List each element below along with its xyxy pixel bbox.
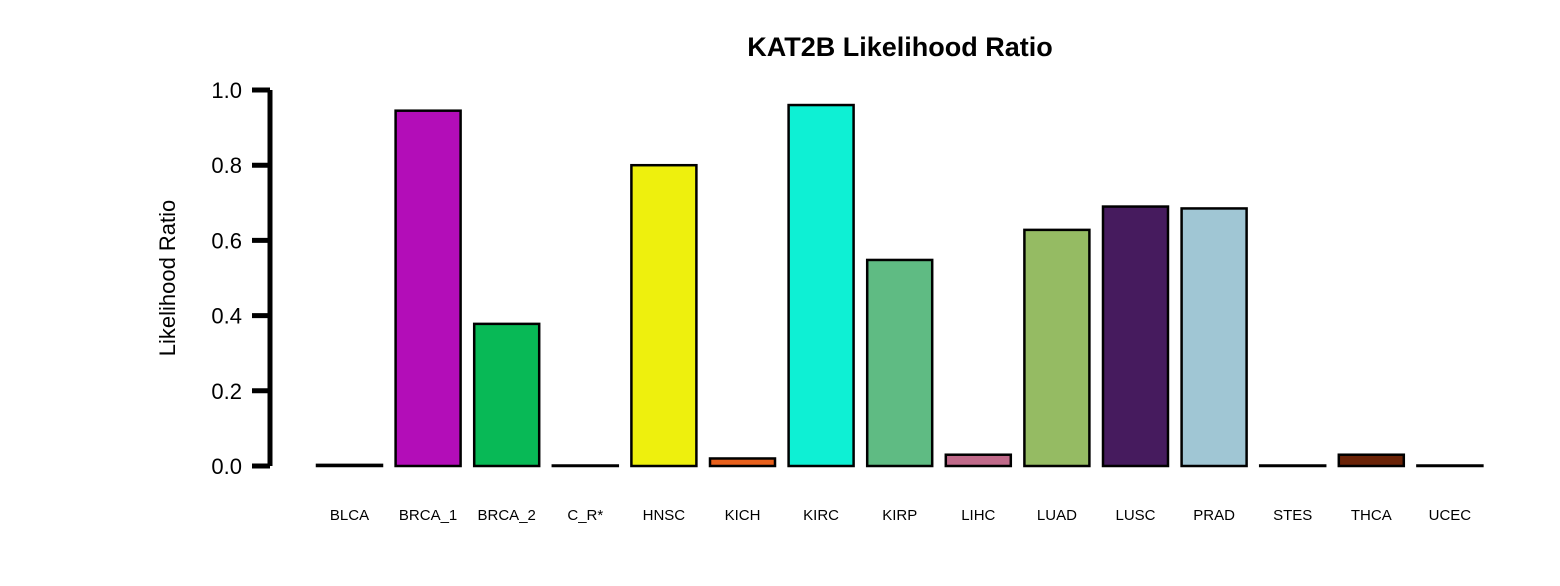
x-tick-label: LIHC	[961, 507, 995, 524]
bars	[315, 103, 1484, 468]
bar-kirc	[787, 103, 855, 468]
bar-kich	[708, 457, 777, 468]
bar-brca-1	[394, 109, 462, 468]
y-tick-label: 0.2	[211, 379, 242, 404]
bar-thca	[1337, 453, 1406, 468]
x-tick-label: KICH	[725, 507, 761, 524]
bar-kirp	[865, 258, 934, 468]
y-tick-label: 0.4	[211, 304, 242, 329]
x-tick-label: LUSC	[1115, 507, 1155, 524]
bar-ucec	[1416, 464, 1484, 468]
bar-hnsc	[630, 163, 698, 468]
x-tick-label: BLCA	[330, 507, 369, 524]
x-tick-label: HNSC	[643, 507, 686, 524]
bar-lihc	[944, 453, 1013, 468]
x-tick-label: BRCA_2	[478, 507, 536, 524]
x-tick-label: C_R*	[567, 507, 603, 524]
bar-lusc	[1101, 205, 1170, 468]
chart-title: KAT2B Likelihood Ratio	[747, 32, 1053, 62]
x-tick-labels: BLCA BRCA_1 BRCA_2 C_R* HNSC KICH KIRC KIRP LIHC…	[330, 507, 1471, 524]
x-tick-label: KIRC	[803, 507, 839, 524]
bar-stes	[1258, 464, 1327, 468]
x-tick-label: STES	[1273, 507, 1312, 524]
x-tick-label: THCA	[1351, 507, 1392, 524]
y-tick-label: 0.8	[211, 153, 242, 178]
bar-luad	[1023, 228, 1091, 468]
x-tick-label: BRCA_1	[399, 507, 457, 524]
bar-brca-2	[472, 322, 541, 468]
y-tick-label: 0.0	[211, 454, 242, 479]
bar-blca	[315, 463, 384, 468]
x-tick-label: UCEC	[1429, 507, 1472, 524]
y-axis-label: Likelihood Ratio	[155, 200, 180, 357]
x-tick-label: LUAD	[1037, 507, 1077, 524]
y-tick-label: 0.6	[211, 228, 242, 253]
x-tick-label: KIRP	[882, 507, 917, 524]
bar-c-r	[551, 464, 620, 468]
x-tick-label: PRAD	[1193, 507, 1235, 524]
bar-prad	[1180, 207, 1248, 468]
y-tick-label: 1.0	[211, 78, 242, 103]
y-ticks: 0.0 0.2 0.4 0.6 0.8 1.0	[211, 78, 270, 479]
